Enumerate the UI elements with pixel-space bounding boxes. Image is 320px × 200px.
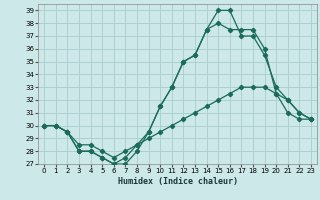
X-axis label: Humidex (Indice chaleur): Humidex (Indice chaleur) — [118, 177, 238, 186]
